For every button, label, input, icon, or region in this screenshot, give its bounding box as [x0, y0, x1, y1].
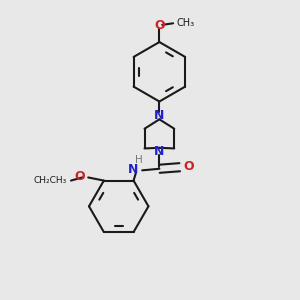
Text: N: N [154, 145, 165, 158]
Text: O: O [74, 170, 85, 183]
Text: CH₂CH₃: CH₂CH₃ [34, 176, 67, 185]
Text: O: O [184, 160, 194, 173]
Text: N: N [128, 163, 138, 176]
Text: O: O [154, 19, 165, 32]
Text: H: H [135, 155, 143, 165]
Text: CH₃: CH₃ [176, 18, 194, 28]
Text: N: N [154, 109, 165, 122]
